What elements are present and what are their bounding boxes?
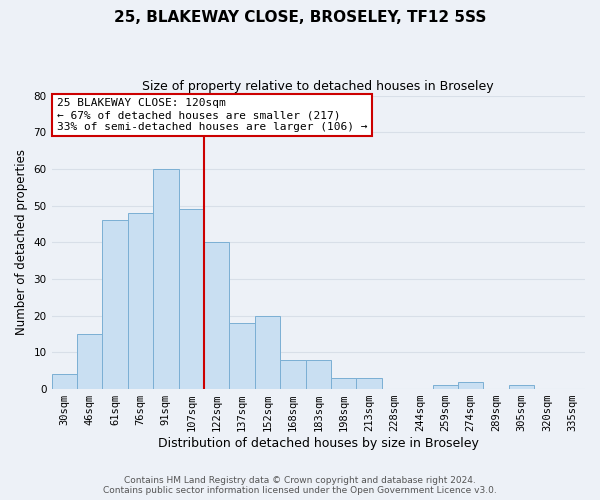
Bar (179, 210, 204, 389)
Bar (77, 334, 103, 389)
Y-axis label: Number of detached properties: Number of detached properties (15, 150, 28, 336)
Bar (433, 386, 458, 389)
Bar (103, 220, 128, 389)
Bar (458, 382, 484, 389)
Bar (204, 242, 229, 389)
Bar (52, 374, 77, 389)
Bar (153, 169, 179, 389)
Bar (305, 360, 331, 389)
X-axis label: Distribution of detached houses by size in Broseley: Distribution of detached houses by size … (158, 437, 479, 450)
Bar (356, 378, 382, 389)
Bar (509, 386, 534, 389)
Text: 25 BLAKEWAY CLOSE: 120sqm
← 67% of detached houses are smaller (217)
33% of semi: 25 BLAKEWAY CLOSE: 120sqm ← 67% of detac… (57, 98, 367, 132)
Bar (331, 378, 356, 389)
Bar (280, 360, 305, 389)
Bar (229, 323, 255, 389)
Title: Size of property relative to detached houses in Broseley: Size of property relative to detached ho… (142, 80, 494, 93)
Text: 25, BLAKEWAY CLOSE, BROSELEY, TF12 5SS: 25, BLAKEWAY CLOSE, BROSELEY, TF12 5SS (114, 10, 486, 25)
Bar (255, 316, 280, 389)
Bar (128, 213, 153, 389)
Text: Contains HM Land Registry data © Crown copyright and database right 2024.
Contai: Contains HM Land Registry data © Crown c… (103, 476, 497, 495)
